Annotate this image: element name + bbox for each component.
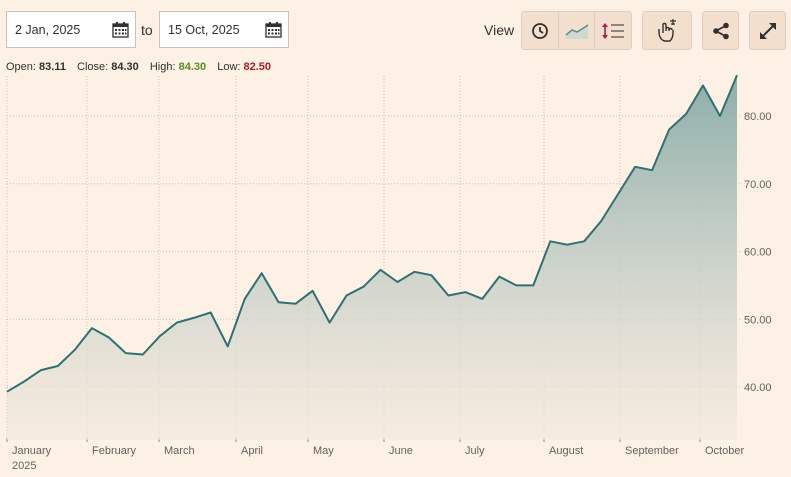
svg-text:2025: 2025 [12, 460, 36, 472]
area-view-button[interactable] [559, 12, 596, 49]
line-spacing-icon [602, 22, 625, 39]
touch-interact-icon [658, 18, 676, 42]
view-toggle-group [521, 11, 632, 50]
svg-text:July: July [465, 445, 485, 457]
svg-text:February: February [92, 445, 137, 457]
share-button[interactable] [702, 11, 739, 50]
price-line [6, 74, 738, 393]
svg-text:August: August [549, 445, 583, 457]
svg-text:40.00: 40.00 [744, 382, 772, 394]
calendar-icon[interactable] [112, 21, 129, 38]
svg-text:October: October [705, 445, 744, 457]
fullscreen-button[interactable] [749, 11, 786, 50]
svg-text:70.00: 70.00 [744, 179, 772, 191]
high-value: 84.30 [178, 61, 207, 73]
svg-text:80.00: 80.00 [744, 111, 772, 123]
open-value: 83.11 [39, 61, 66, 73]
date-to-value: 15 Oct, 2025 [168, 22, 240, 37]
y-axis-labels: 40.00 50.00 60.00 70.00 80.00 [744, 111, 772, 394]
clock-icon [531, 22, 548, 39]
svg-text:June: June [389, 445, 413, 457]
svg-text:60.00: 60.00 [744, 247, 772, 259]
time-view-button[interactable] [522, 12, 559, 49]
view-label: View [484, 22, 515, 38]
date-to-input[interactable]: 15 Oct, 2025 [159, 11, 289, 48]
to-label: to [141, 22, 153, 38]
high-label: High: [149, 61, 176, 73]
share-icon [712, 22, 729, 39]
expand-icon [759, 22, 776, 39]
scale-view-button[interactable] [595, 12, 631, 49]
date-from-value: 2 Jan, 2025 [15, 22, 81, 37]
open-label: Open: [6, 61, 36, 73]
x-axis-labels: January 2025 February March April May June July… [12, 445, 744, 472]
svg-text:May: May [313, 445, 334, 457]
price-area [7, 75, 737, 441]
touch-interact-button[interactable] [642, 11, 692, 50]
low-value: 82.50 [243, 61, 272, 73]
low-label: Low: [217, 61, 241, 73]
close-value: 84.30 [111, 61, 139, 73]
close-label: Close: [77, 61, 109, 73]
area-chart-icon [565, 23, 588, 39]
calendar-icon[interactable] [265, 21, 282, 38]
svg-text:March: March [164, 445, 195, 457]
ohlc-stats: Open: 83.11 Close: 84.30 High: 84.30 Low… [6, 61, 271, 73]
svg-text:January: January [12, 445, 52, 457]
svg-text:50.00: 50.00 [744, 314, 772, 326]
date-from-input[interactable]: 2 Jan, 2025 [6, 11, 136, 48]
svg-text:April: April [241, 445, 263, 457]
svg-text:September: September [625, 445, 679, 457]
